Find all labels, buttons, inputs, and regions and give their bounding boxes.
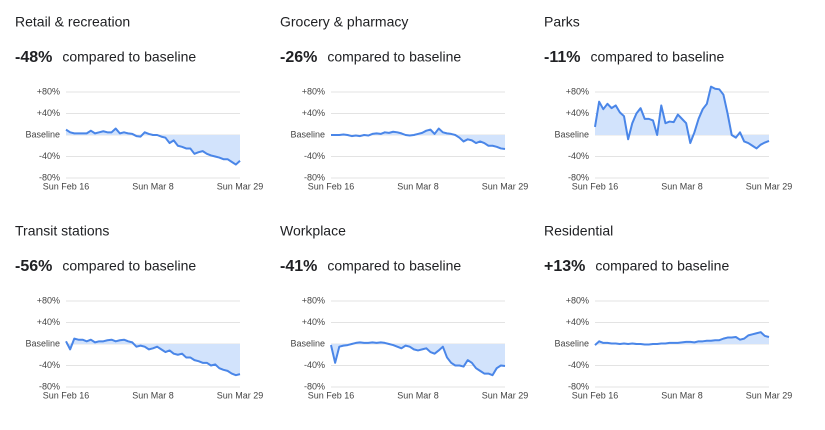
y-tick-label: Baseline xyxy=(554,129,589,139)
chart-title: Grocery & pharmacy xyxy=(280,14,408,30)
y-tick-label: +40% xyxy=(566,108,589,118)
line xyxy=(330,341,506,377)
y-tick-label: -80% xyxy=(568,172,589,182)
headline-text: compared to baseline xyxy=(595,258,729,274)
headline-text: compared to baseline xyxy=(62,49,196,65)
x-tick-label: Sun Mar 8 xyxy=(397,181,439,191)
chart-title: Residential xyxy=(544,223,613,239)
y-tick-label: +80% xyxy=(302,86,325,96)
chart-title: Workplace xyxy=(280,223,346,239)
x-tick-label: Sun Feb 16 xyxy=(308,181,355,191)
y-tick-label: -80% xyxy=(304,381,325,391)
headline-value: -41% xyxy=(280,258,317,275)
headline-value: -56% xyxy=(15,258,52,275)
y-tick-label: -40% xyxy=(304,360,325,370)
x-tick-label: Sun Feb 16 xyxy=(43,390,90,400)
y-tick-label: Baseline xyxy=(25,129,60,139)
y-tick-label: +40% xyxy=(37,108,60,118)
area xyxy=(331,128,505,149)
y-tick-label: -40% xyxy=(568,151,589,161)
headline-text: compared to baseline xyxy=(590,49,724,65)
y-tick-label: Baseline xyxy=(290,129,325,139)
chart-title: Retail & recreation xyxy=(15,14,130,30)
y-tick-label: Baseline xyxy=(25,338,60,348)
y-tick-label: -80% xyxy=(304,172,325,182)
y-tick-label: -40% xyxy=(568,360,589,370)
x-tick-label: Sun Mar 8 xyxy=(661,181,703,191)
headline-text: compared to baseline xyxy=(327,258,461,274)
area xyxy=(595,86,769,149)
x-tick-label: Sun Feb 16 xyxy=(308,390,355,400)
x-tick-label: Sun Mar 8 xyxy=(132,390,174,400)
x-tick-label: Sun Mar 29 xyxy=(746,181,793,191)
line xyxy=(331,127,506,150)
y-tick-label: -80% xyxy=(39,172,60,182)
y-tick-label: +80% xyxy=(302,295,325,305)
headline-text: compared to baseline xyxy=(62,258,196,274)
y-tick-label: +40% xyxy=(302,317,325,327)
y-tick-label: +80% xyxy=(566,295,589,305)
x-tick-label: Sun Mar 29 xyxy=(746,390,793,400)
headline-value: -48% xyxy=(15,49,52,66)
line xyxy=(594,85,770,150)
y-tick-label: -80% xyxy=(568,381,589,391)
chart-title: Transit stations xyxy=(15,223,109,239)
area xyxy=(66,338,240,376)
y-tick-label: +80% xyxy=(37,295,60,305)
x-tick-label: Sun Mar 8 xyxy=(397,390,439,400)
y-tick-label: Baseline xyxy=(554,338,589,348)
y-tick-label: +40% xyxy=(302,108,325,118)
x-tick-label: Sun Mar 29 xyxy=(217,181,264,191)
headline-value: -11% xyxy=(544,49,580,66)
x-tick-label: Sun Mar 8 xyxy=(661,390,703,400)
x-tick-label: Sun Feb 16 xyxy=(572,390,619,400)
area xyxy=(66,128,240,165)
area xyxy=(595,332,769,346)
chart-title: Parks xyxy=(544,14,580,30)
area xyxy=(331,342,505,376)
x-tick-label: Sun Feb 16 xyxy=(43,181,90,191)
y-tick-label: +40% xyxy=(37,317,60,327)
line xyxy=(65,127,241,166)
x-tick-label: Sun Mar 29 xyxy=(482,181,529,191)
x-tick-label: Sun Mar 29 xyxy=(482,390,529,400)
headline-text: compared to baseline xyxy=(327,49,461,65)
y-tick-label: -40% xyxy=(39,360,60,370)
x-tick-label: Sun Mar 29 xyxy=(217,390,264,400)
y-tick-label: -80% xyxy=(39,381,60,391)
line xyxy=(65,337,241,377)
line xyxy=(594,331,770,346)
y-tick-label: -40% xyxy=(39,151,60,161)
headline-value: -26% xyxy=(280,49,317,66)
x-tick-label: Sun Feb 16 xyxy=(572,181,619,191)
y-tick-label: +80% xyxy=(37,86,60,96)
y-tick-label: +40% xyxy=(566,317,589,327)
y-tick-label: -40% xyxy=(304,151,325,161)
x-tick-label: Sun Mar 8 xyxy=(132,181,174,191)
y-tick-label: Baseline xyxy=(290,338,325,348)
y-tick-label: +80% xyxy=(566,86,589,96)
headline-value: +13% xyxy=(544,258,585,275)
